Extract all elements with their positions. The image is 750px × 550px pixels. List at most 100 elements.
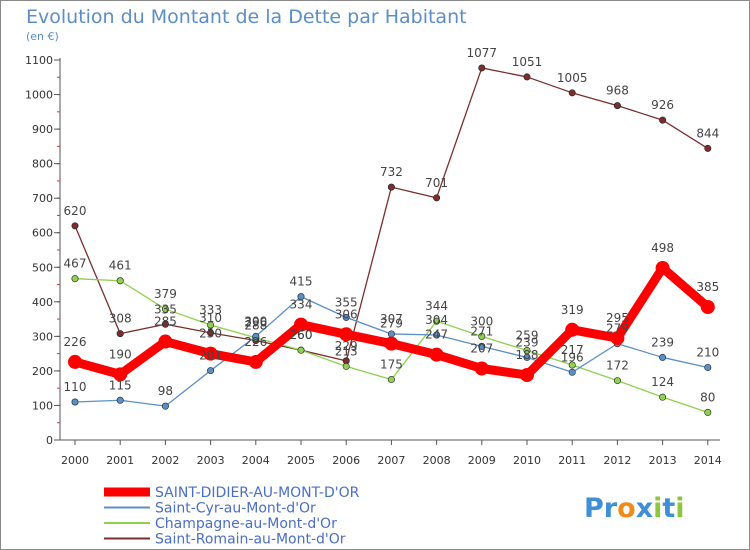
chart-title: Evolution du Montant de la Dette par Hab… [26,6,467,28]
data-point [297,293,305,301]
data-label: 968 [606,84,629,98]
data-label: 260 [290,328,313,342]
data-point [387,330,395,338]
data-label: 115 [109,378,132,392]
data-label: 296 [244,316,267,330]
x-tick-label: 2007 [377,454,405,467]
data-labels: 620 308 335 310 288 260 229 732 701 1077 1051 1005 9… [64,46,720,404]
data-label: 355 [335,295,358,309]
data-point [568,361,576,369]
data-label: 1077 [467,46,498,60]
x-tick-label: 2002 [151,454,179,467]
data-label: 210 [696,345,719,359]
wordmark-letter: P [584,493,604,524]
data-point [704,408,712,416]
data-label: 172 [606,359,629,373]
data-point [342,313,350,321]
data-label: 110 [64,380,87,394]
data-label: 188 [516,348,539,362]
data-label: 461 [109,259,132,273]
data-point [207,329,215,337]
data-point [161,320,169,328]
data-point [387,183,395,191]
legend: SAINT-DIDIER-AU-MONT-D'ORSaint-Cyr-au-Mo… [104,485,360,548]
data-label: 335 [154,302,177,316]
data-point [523,347,531,355]
x-tick-label: 2004 [242,454,270,467]
data-label: 926 [651,98,674,112]
data-label: 124 [651,375,674,389]
data-point [116,330,124,338]
data-point [659,393,667,401]
data-label: 1005 [557,71,588,85]
x-tick-label: 2013 [649,454,677,467]
data-point [659,116,667,124]
data-point [71,275,79,283]
data-label: 207 [470,341,493,355]
data-label: 344 [425,299,448,313]
data-point [613,102,621,110]
data-label: 333 [199,303,222,317]
data-label: 226 [244,335,267,349]
x-tick-label: 2012 [603,454,631,467]
data-label: 467 [64,257,87,271]
y-tick-label: 600 [32,227,53,240]
y-tick-label: 400 [32,296,53,309]
wordmark-letter: t [662,493,675,524]
data-point [568,368,576,376]
data-label: 732 [380,165,403,179]
data-point [433,194,441,202]
y-tick-label: 700 [32,192,53,205]
data-point [523,73,531,81]
data-label: 334 [290,298,313,312]
data-point [523,353,531,361]
data-label: 844 [696,126,719,140]
data-label: 306 [335,307,358,321]
data-label: 304 [425,313,448,327]
data-point [568,89,576,97]
data-point [207,367,215,375]
data-point [203,346,218,361]
data-label: 98 [158,384,173,398]
wordmark-letter: r [604,493,618,524]
data-label: 196 [561,350,584,364]
data-label: 229 [335,339,358,353]
legend-label: Saint-Romain-au-Mont-d'Or [155,532,346,548]
data-point [161,402,169,410]
data-point [297,346,305,354]
data-point [252,332,260,340]
x-tick-label: 2006 [332,454,360,467]
data-point [71,398,79,406]
data-point [655,260,670,275]
data-label: 250 [199,327,222,341]
data-point [478,64,486,72]
data-point [113,367,128,382]
data-label: 201 [199,349,222,363]
data-label: 175 [380,358,403,372]
x-tick-label: 2010 [513,454,541,467]
data-point [158,334,173,349]
x-tick-label: 2001 [106,454,134,467]
data-label: 239 [516,335,539,349]
chart-unit-label: (en €) [26,30,59,43]
data-label: 80 [700,390,715,404]
data-label: 307 [380,312,403,326]
data-point [387,376,395,384]
data-point [610,331,625,346]
data-point [433,317,441,325]
y-tick-label: 900 [32,123,53,136]
data-point [700,300,715,314]
chart-axes: 0 100 200 300 400 500 600 700 800 900 1000 1100 2000… [25,54,722,467]
data-label: 300 [470,314,493,328]
y-tick-label: 800 [32,158,53,171]
data-label: 310 [199,311,222,325]
legend-label: Saint-Cyr-au-Mont-d'Or [155,501,316,517]
data-label: 239 [651,335,674,349]
y-tick-label: 100 [32,399,53,412]
data-label: 260 [290,328,313,342]
y-tick-label: 500 [32,261,53,274]
x-tick-label: 2000 [61,454,89,467]
x-tick-label: 2008 [423,454,451,467]
data-point [565,322,580,337]
